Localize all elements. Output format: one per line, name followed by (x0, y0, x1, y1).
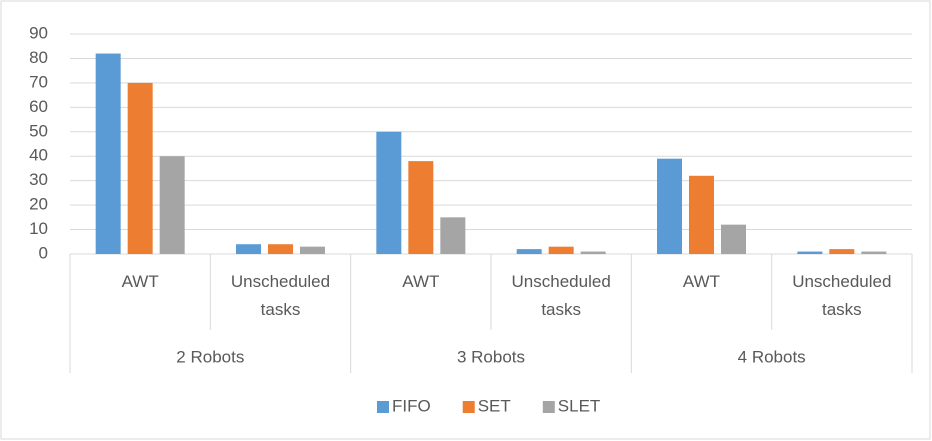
bar (95, 53, 121, 254)
x-tick-label-box: AWT (121, 272, 159, 291)
y-tick-label: 90 (29, 23, 48, 42)
bar (159, 156, 185, 254)
bar (516, 249, 542, 254)
bar (268, 244, 293, 254)
bar (548, 246, 574, 254)
bar (580, 251, 606, 254)
bar (376, 131, 402, 254)
bar (300, 246, 325, 254)
x-tick-label: AWT (402, 272, 440, 291)
group-label: 3 Robots (457, 347, 525, 366)
legend-label: SET (478, 396, 511, 415)
x-tick-label: AWT (121, 272, 159, 291)
y-tick-label: 0 (39, 243, 48, 262)
x-tick-label-box: AWT (682, 272, 721, 291)
bar (829, 249, 855, 254)
y-tick-label: 50 (29, 121, 48, 140)
bar (127, 82, 153, 254)
bar (657, 158, 682, 254)
group-label: 4 Robots (738, 347, 806, 366)
y-tick-label: 40 (29, 146, 48, 165)
x-tick-label: Unscheduled tasks (792, 272, 892, 319)
bar (236, 244, 261, 254)
y-tick-label: 20 (29, 195, 48, 214)
bar (797, 251, 823, 254)
x-tick-label-box: AWT (402, 272, 440, 291)
x-tick-label: Unscheduled tasks (230, 272, 331, 319)
legend-swatch (462, 401, 475, 413)
x-tick-label-box: Unscheduled tasks (792, 272, 892, 319)
y-tick-label: 30 (29, 170, 48, 189)
bar (408, 161, 434, 254)
legend-swatch (377, 401, 389, 413)
x-tick-label-box: Unscheduled tasks (511, 272, 611, 319)
legend-swatch (542, 401, 555, 413)
y-tick-label: 10 (29, 219, 48, 238)
legend-label: SLET (558, 396, 601, 415)
bar (861, 251, 887, 254)
y-tick-label: 80 (29, 48, 48, 67)
bar (689, 175, 714, 254)
x-tick-label: AWT (682, 272, 721, 291)
x-tick-label: Unscheduled tasks (511, 272, 611, 319)
y-tick-label: 60 (29, 97, 48, 116)
group-label: 2 Robots (176, 347, 244, 366)
legend-label: FIFO (392, 396, 431, 415)
bar (440, 217, 466, 254)
bar (721, 224, 746, 254)
x-tick-label-box: Unscheduled tasks (230, 272, 331, 319)
y-tick-label: 70 (29, 72, 48, 91)
